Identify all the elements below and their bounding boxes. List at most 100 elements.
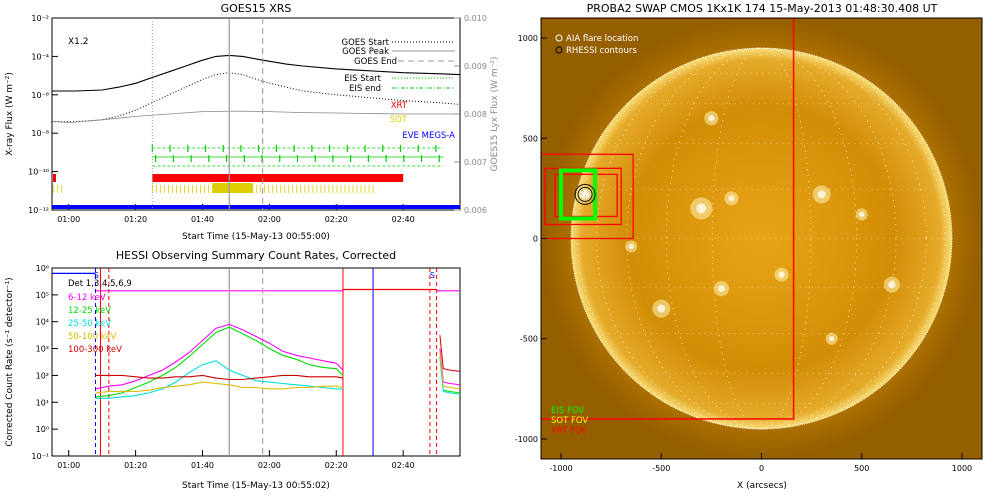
hessi-legend-label: 6-12 keV <box>68 293 106 303</box>
instrument-fovs <box>541 18 795 420</box>
goes-x-tick-label: 01:20 <box>124 215 147 224</box>
goes-x-tick-label: 02:40 <box>392 215 415 224</box>
flare-class-label: X1.2 <box>68 37 88 47</box>
goes-lya-curve <box>52 110 460 124</box>
hessi-x-tick-label: 02:40 <box>392 461 415 470</box>
goes-legend-label: GOES End <box>354 57 397 67</box>
swap-image <box>541 18 982 459</box>
solar-active-regions <box>577 111 900 345</box>
hessi-x-tick-label: 01:00 <box>57 461 80 470</box>
goes-legend-label: SOT <box>390 115 408 125</box>
active-region-core <box>778 271 785 278</box>
goes-legend-label: EIS Start <box>344 74 381 84</box>
hessi-y-tick-label: 10² <box>36 371 49 380</box>
active-region-core <box>581 190 589 199</box>
swap-y-tick-label: -1000 <box>515 435 538 444</box>
hessi-curve-12-25-keV <box>95 326 344 398</box>
xrt-coverage-early <box>53 174 56 182</box>
xrt-fov-box <box>541 153 634 240</box>
hessi-y-tick-label: 10⁵ <box>36 291 49 300</box>
hessi-legend-label: 50-100 keV <box>68 332 117 342</box>
hessi-x-tick-label: 02:00 <box>258 461 281 470</box>
goes-right-y-tick-label: 0.010 <box>464 14 487 23</box>
swap-x-label: X (arcsecs) <box>737 481 787 491</box>
swap-x-tick-label: 500 <box>854 464 869 473</box>
swap-legend: AIA flare location RHESSI contours EIS FOV… <box>551 34 638 436</box>
swap-x-axis: -1000 -500 0 500 1000 <box>549 453 972 473</box>
hessi-plot-area <box>52 268 460 456</box>
swap-x-tick-label: 0 <box>759 464 764 473</box>
swap-y-tick-label: 500 <box>523 134 538 143</box>
goes-plot-area <box>52 18 460 210</box>
goes-title: GOES15 XRS <box>221 2 292 15</box>
active-region-core <box>696 203 707 214</box>
hessi-y-tick-label: 10⁶ <box>36 264 49 273</box>
goes-xrs-panel: GOES15 XRS X1.2 10⁻¹²10⁻¹⁰10⁻⁸10⁻⁶10⁻⁴10… <box>5 2 500 242</box>
hessi-curve-tail <box>439 352 460 390</box>
hessi-y-label: Corrected Count Rate (s⁻¹ detector⁻¹) <box>5 277 15 446</box>
hessi-panel: HESSI Observing Summary Count Rates, Cor… <box>5 249 461 491</box>
fov-legend-label: EIS FOV <box>551 406 584 416</box>
goes-y-tick-label: 10⁻² <box>31 14 49 23</box>
goes-right-y-tick-label: 0.007 <box>464 158 487 167</box>
hessi-curve-tail <box>439 335 460 372</box>
solar-disk <box>571 48 952 429</box>
hessi-curve-tail <box>439 357 460 395</box>
xrt-fov-large <box>541 18 795 420</box>
fov-legend-label: SOT FOV <box>551 416 588 426</box>
swap-y-tick-label: -500 <box>520 335 538 344</box>
goes-long-curve <box>52 54 460 92</box>
goes-x-tick-label: 01:00 <box>57 215 80 224</box>
hessi-curve-6-12-keV <box>95 323 344 390</box>
active-region-core <box>657 304 666 313</box>
goes-x-tick-label: 02:20 <box>325 215 348 224</box>
active-region-core <box>628 243 634 250</box>
hessi-curve-25-50-keV <box>95 360 343 399</box>
rhessi-contour <box>574 183 596 205</box>
swap-x-tick-label: 1000 <box>952 464 972 473</box>
hessi-y-tick-label: 10¹ <box>36 398 49 407</box>
hessi-y-tick-label: 10⁻¹ <box>31 452 49 461</box>
goes-y-tick-label: 10⁻⁶ <box>31 91 49 100</box>
goes-x-tick-label: 01:40 <box>191 215 214 224</box>
hessi-legend-label: 100-300 keV <box>68 345 122 355</box>
longitude-line <box>626 47 897 430</box>
goes-legend-label: EIS end <box>349 84 381 94</box>
hessi-title: HESSI Observing Summary Count Rates, Cor… <box>116 249 396 262</box>
longitude-line <box>711 47 812 430</box>
swap-title: PROBA2 SWAP CMOS 1Kx1K 174 15-May-2013 0… <box>587 2 938 15</box>
goes-y-tick-label: 10⁻⁴ <box>31 52 49 61</box>
active-region-core <box>828 336 835 342</box>
swap-y-axis: -1000 -500 0 500 1000 <box>515 34 547 444</box>
goes-right-y-tick-label: 0.009 <box>464 62 487 71</box>
goes-x-tick-label: 02:00 <box>258 215 281 224</box>
aia-flare-marker <box>580 189 590 199</box>
hessi-plot-frame <box>51 267 461 457</box>
active-region-core <box>817 190 826 199</box>
active-region-core <box>708 115 715 122</box>
swap-legend-label: RHESSI contours <box>566 46 637 56</box>
fov-legend-label: XRT FOV <box>551 426 587 436</box>
active-region-core <box>859 211 865 218</box>
swap-x-tick-label: -1000 <box>549 464 572 473</box>
hessi-curve-50-100-keV <box>95 381 344 394</box>
goes-right-y-tick-label: 0.008 <box>464 110 487 119</box>
goes-x-label: Start Time (15-May-13 00:55:00) <box>182 232 330 242</box>
active-region-core <box>717 285 725 293</box>
goes-right-y-tick-label: 0.006 <box>464 206 487 215</box>
hessi-x-tick-label: 01:20 <box>124 461 147 470</box>
aia-legend-marker <box>555 34 563 42</box>
goes-y-label: X-ray Flux (W m⁻²) <box>5 72 15 156</box>
s-marker: S <box>430 271 435 280</box>
longitude-line <box>577 47 946 430</box>
active-region-core <box>728 195 735 202</box>
hessi-y-tick-label: 10⁴ <box>36 318 49 327</box>
goes-legend-label: XRT <box>391 101 408 111</box>
goes-short-curve <box>52 72 460 123</box>
hessi-legend-label: 25-50 keV <box>68 319 111 329</box>
swap-y-tick-label: 0 <box>533 235 538 244</box>
goes-legend-label: GOES Peak <box>342 47 389 57</box>
hessi-x-axis: 01:00 01:20 01:40 02:00 02:20 02:40 <box>57 450 415 470</box>
